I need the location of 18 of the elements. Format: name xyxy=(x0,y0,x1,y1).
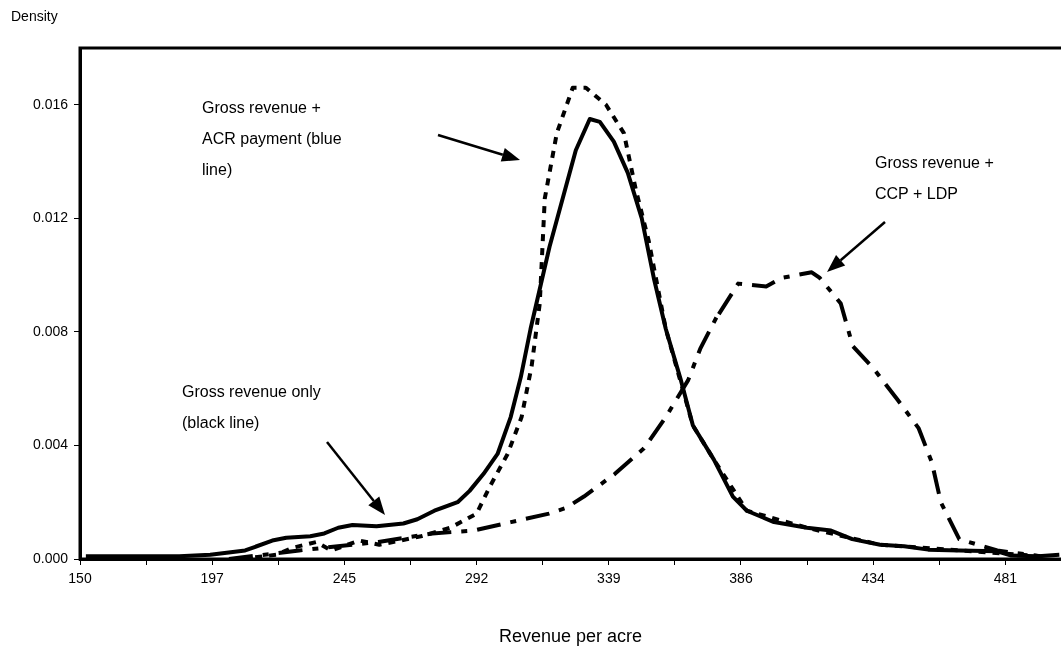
x-tick-label: 434 xyxy=(861,570,886,587)
annotation: Gross revenue only (black line) xyxy=(182,382,322,433)
annotation: Gross revenue + CCP + LDP xyxy=(875,153,995,204)
x-tick-label: 197 xyxy=(200,570,225,587)
y-tick-label: 0.012 xyxy=(32,209,69,226)
x-tick-label: 339 xyxy=(597,570,621,587)
x-tick-label: 481 xyxy=(993,570,1018,587)
y-tick-label: 0.016 xyxy=(32,95,69,112)
x-tick-label: 150 xyxy=(68,570,92,587)
annotation: Gross revenue + ACR payment (blue line) xyxy=(202,98,343,180)
y-tick-label: 0.000 xyxy=(32,549,69,566)
x-tick-label: 245 xyxy=(332,570,357,587)
y-axis-title: Density xyxy=(11,8,58,24)
x-tick-label: 292 xyxy=(464,570,489,587)
x-tick-label: 386 xyxy=(729,570,753,587)
y-tick-label: 0.004 xyxy=(32,436,69,453)
y-tick-label: 0.008 xyxy=(32,322,69,339)
x-axis-title: Revenue per acre xyxy=(498,626,643,647)
